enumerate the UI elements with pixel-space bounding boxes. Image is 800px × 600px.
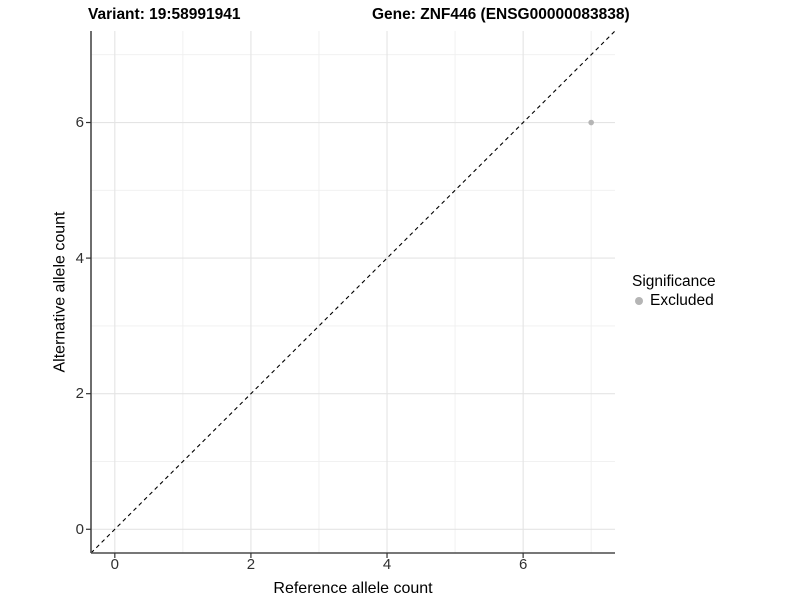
x-tick-label: 2 <box>246 556 256 573</box>
legend: Significance Excluded <box>632 272 716 310</box>
plot-title-gene: Gene: ZNF446 (ENSG00000083838) <box>372 6 630 23</box>
y-tick-label: 2 <box>75 385 84 403</box>
data-point-excluded <box>588 119 594 126</box>
x-tick-label: 4 <box>382 556 392 573</box>
x-axis-title: Reference allele count <box>273 580 433 597</box>
y-tick-label: 0 <box>75 520 84 538</box>
y-tick-label: 4 <box>75 249 84 267</box>
identity-dashed-line <box>90 30 616 554</box>
legend-title: Significance <box>632 273 716 290</box>
legend-item-label: Excluded <box>650 292 714 309</box>
excluded-point-icon <box>635 296 643 305</box>
y-axis-title: Alternative allele count <box>51 211 69 373</box>
y-tick-label: 6 <box>75 114 84 132</box>
plot-title-variant: Variant: 19:58991941 <box>88 6 241 23</box>
x-tick-label: 0 <box>110 556 119 573</box>
legend-item-excluded: Excluded <box>632 291 716 310</box>
x-tick-label: 6 <box>518 556 528 573</box>
